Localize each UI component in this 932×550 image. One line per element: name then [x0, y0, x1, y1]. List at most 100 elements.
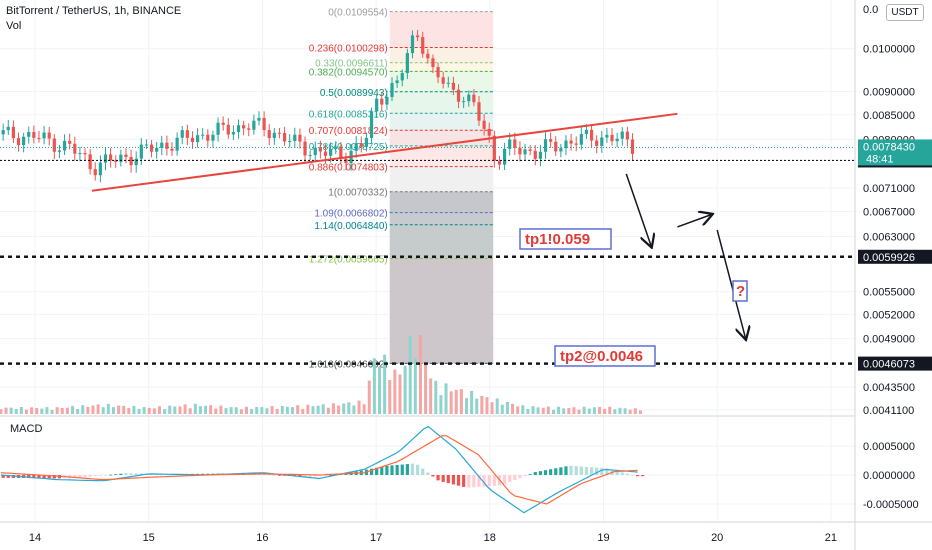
candle-body [47, 132, 51, 139]
price-candles [1, 29, 635, 183]
currency-button[interactable]: USDT [886, 4, 924, 21]
macd-histogram-bar [73, 475, 77, 478]
volume-bar [265, 408, 269, 414]
volume-bar [500, 404, 504, 414]
candle-body [620, 131, 624, 139]
countdown-label: 48:41 [866, 153, 894, 165]
candle-body [165, 142, 169, 149]
fib-label: 1.272(0.0059665) [309, 255, 388, 266]
volume-bar [168, 405, 172, 414]
macd-histogram-bar [323, 475, 328, 476]
candle-body [600, 137, 604, 146]
macd-histogram-bar [390, 465, 394, 475]
volume-bar [152, 408, 156, 414]
volume-bar [495, 398, 499, 414]
macd-histogram-bar [487, 475, 491, 487]
candle-body [114, 160, 118, 162]
macd-histogram-bar [421, 468, 425, 475]
candle-body [554, 141, 558, 152]
candle-body [513, 139, 517, 148]
volume-bar [14, 408, 18, 414]
candle-body [252, 120, 256, 130]
candle-body [242, 125, 246, 129]
volume-bar [505, 401, 509, 414]
candle-body [446, 82, 450, 84]
fib-label: 1(0.0070332) [328, 188, 388, 199]
volume-bar [572, 407, 576, 414]
candle-body [11, 126, 15, 139]
macd-histogram-bar [456, 475, 461, 486]
volume-bar [209, 405, 213, 414]
volume-bar [188, 408, 192, 414]
projection-arrow [625, 173, 651, 246]
candle-body [73, 143, 77, 154]
volume-bar [204, 405, 208, 414]
candle-body [124, 154, 128, 157]
volume-bar [30, 407, 34, 414]
volume-bar [40, 408, 44, 414]
macd-histogram-bar [589, 467, 594, 475]
fib-label: 1.618(0.0046092) [309, 359, 388, 370]
candle-body [93, 169, 97, 176]
candle-body [175, 137, 179, 151]
macd-histogram-bar [538, 471, 542, 475]
volume-bar [521, 405, 525, 414]
macd-histogram-bar [600, 467, 604, 475]
candle-body [436, 67, 440, 78]
candle-body [257, 117, 261, 121]
candle-body [569, 140, 573, 144]
candle-body [52, 138, 56, 152]
volume-bar [19, 407, 23, 414]
macd-histogram-bar [533, 472, 537, 475]
candle-body [206, 134, 210, 141]
level-tag-label: 0.0046073 [863, 359, 915, 371]
volume-bar [372, 358, 376, 414]
volume-bar [158, 406, 162, 414]
macd-histogram-bar [83, 475, 87, 478]
macd-histogram-bar [262, 474, 266, 475]
volume-bar [531, 406, 535, 414]
volume-bar [239, 409, 243, 414]
volume-bar [362, 404, 366, 414]
volume-bar [91, 405, 95, 414]
candle-body [400, 73, 404, 81]
candle-body [190, 137, 195, 143]
candle-body [129, 156, 133, 166]
candle-body [247, 128, 251, 130]
volume-bar [582, 406, 586, 414]
volume-bar [326, 407, 330, 414]
symbol-title: BitTorrent / TetherUS, 1h, BINANCE [6, 5, 182, 17]
macd-histogram-bar [467, 475, 471, 488]
volume-bar [623, 408, 627, 414]
candle-body [103, 154, 108, 163]
macd-histogram-bar [625, 473, 629, 475]
fib-label: 0.5(0.0089943) [320, 88, 388, 99]
volume-bars [0, 335, 642, 414]
candle-body [32, 132, 36, 138]
volume-label: Vol [6, 20, 22, 32]
volume-bar [198, 406, 202, 414]
volume-bar [291, 407, 295, 414]
macd-histogram-bar [584, 466, 589, 475]
volume-bar [424, 362, 428, 414]
candle-body [492, 135, 496, 161]
macd-histogram-bar [528, 474, 532, 475]
candle-body [267, 130, 271, 139]
macd-histogram-bar [416, 464, 420, 475]
volume-bar [142, 407, 146, 414]
macd-histogram-bar [109, 474, 113, 476]
macd-histogram-bar [385, 465, 389, 475]
macd-histogram-bar [605, 468, 609, 475]
volume-bar [50, 409, 54, 414]
candle-body [170, 148, 174, 151]
candle-body [57, 150, 62, 152]
fib-zone [389, 11, 494, 48]
y-tick-label: 0.0052000 [863, 309, 915, 321]
candle-body [6, 126, 10, 131]
candle-body [579, 134, 583, 145]
macd-histogram-bar [513, 475, 517, 481]
macd-histogram-bar [272, 474, 276, 476]
macd-histogram-bar [477, 475, 481, 487]
candle-body [421, 37, 425, 54]
